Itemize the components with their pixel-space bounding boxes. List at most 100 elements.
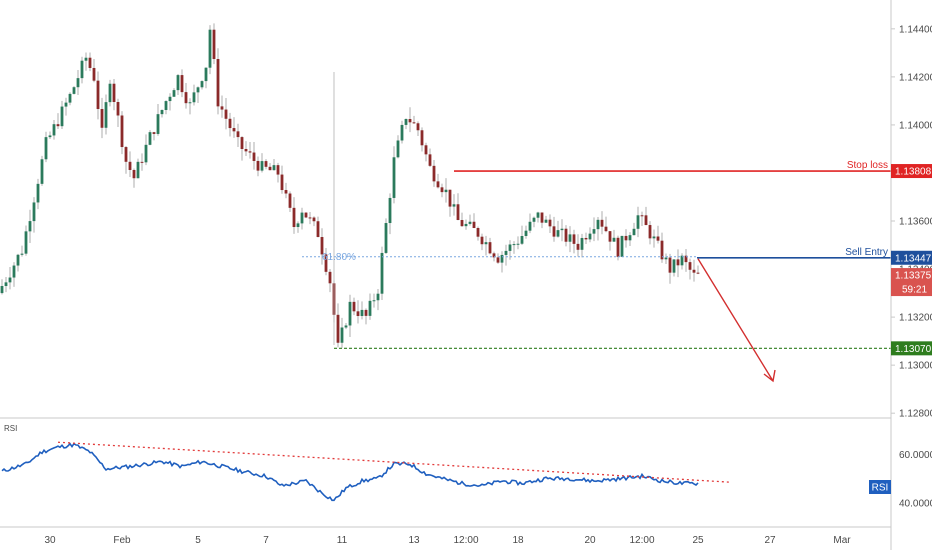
candle-body (192, 92, 196, 103)
candle-body (236, 131, 240, 138)
candle-body (688, 262, 692, 270)
candle-body (160, 109, 164, 115)
candle-body (680, 255, 684, 266)
candle-body (628, 235, 632, 241)
candle-body (132, 169, 136, 179)
candle-body (152, 132, 156, 134)
time-tick-label: 11 (337, 535, 348, 546)
time-axis[interactable]: 30 Feb 5 7 11 13 12:00 18 20 12:00 25 27 Mar (44, 535, 851, 546)
candle-body (376, 293, 380, 301)
down-arrow-annotation[interactable] (697, 258, 776, 383)
candle-body (588, 233, 592, 240)
time-tick-label: 25 (692, 535, 704, 546)
candle-body (244, 149, 248, 152)
candle-body (660, 240, 664, 260)
candle-body (328, 271, 332, 284)
candle-body (444, 189, 448, 193)
rsi-trendline[interactable] (57, 441, 731, 483)
candle-body (340, 327, 344, 343)
candle-body (88, 57, 92, 68)
fib-61-8-label: 61.80% (322, 252, 356, 263)
candle-body (460, 220, 464, 227)
rsi-line[interactable] (1, 442, 699, 502)
time-tick-label: 13 (408, 535, 420, 546)
candle-body (256, 160, 260, 171)
candle-body (468, 221, 472, 224)
price-axis[interactable]: 1.144001.142001.140001.138001.136001.134… (891, 24, 932, 420)
take-profit-tag-bg (891, 341, 932, 356)
candle-body (216, 59, 220, 107)
candle-body (560, 228, 564, 231)
candle-body (532, 217, 536, 222)
candle-body (164, 101, 168, 110)
trade-levels: Stop loss Sell Entry (334, 160, 891, 383)
candles (0, 23, 700, 348)
candle-body (408, 119, 412, 123)
candle-body (520, 235, 524, 244)
candle-body (452, 204, 456, 207)
candle-body (692, 269, 696, 273)
time-tick-label: Feb (113, 535, 131, 546)
candle-body (264, 161, 268, 167)
take-profit-price-tag: 1.13070 (891, 341, 932, 356)
rsi-axis: 60.0000 40.0000 (899, 450, 932, 509)
candle-body (476, 228, 480, 237)
candle-body (584, 237, 588, 240)
candle-body (568, 234, 572, 242)
candle-body (648, 225, 652, 239)
candle-body (484, 242, 488, 245)
candle-body (392, 157, 396, 198)
candle-body (304, 212, 308, 218)
candle-body (292, 207, 296, 228)
candle-body (620, 235, 624, 257)
candle-body (368, 300, 372, 316)
candle-body (64, 102, 68, 107)
rsi-tag-bg (869, 480, 891, 494)
candle-body (676, 259, 680, 266)
time-tick-label: 7 (263, 535, 269, 546)
candle-body (668, 257, 672, 273)
candle-body (336, 314, 340, 343)
candle-body (360, 309, 364, 317)
candle-body (48, 135, 52, 138)
candle-body (508, 244, 512, 251)
rsi-tick-label: 60.0000 (899, 450, 932, 461)
candle-body (696, 272, 700, 274)
rsi-tag-text: RSI (872, 483, 889, 494)
candle-body (224, 109, 228, 119)
candle-body (200, 81, 204, 88)
candle-body (472, 221, 476, 229)
rsi-tag: RSI (869, 480, 891, 494)
candle-body (28, 221, 32, 232)
candle-body (420, 130, 424, 146)
candle-body (352, 301, 356, 312)
candle-body (564, 228, 568, 242)
candle-body (644, 215, 648, 226)
candle-body (348, 301, 352, 326)
candle-body (652, 236, 656, 239)
candle-body (364, 309, 368, 316)
candle-body (44, 137, 48, 160)
fib-level: 61.80% (302, 252, 698, 263)
candle-body (400, 124, 404, 141)
time-tick-label: 5 (195, 535, 201, 546)
candle-body (636, 215, 640, 229)
candle-body (512, 244, 516, 246)
candle-body (600, 219, 604, 227)
sell-entry-tag-bg (891, 250, 932, 265)
candle-body (232, 128, 236, 132)
candle-body (248, 151, 252, 153)
candle-body (112, 83, 116, 102)
candle-body (656, 236, 660, 241)
candle-body (300, 212, 304, 224)
time-tick-label: 30 (44, 535, 56, 546)
candle-body (576, 243, 580, 250)
candle-body (528, 221, 532, 231)
candle-body (120, 115, 124, 148)
price-tick-label: 1.14000 (899, 120, 932, 131)
candle-body (640, 215, 644, 217)
candle-body (556, 230, 560, 237)
candle-body (116, 101, 120, 116)
candle-body (672, 259, 676, 273)
